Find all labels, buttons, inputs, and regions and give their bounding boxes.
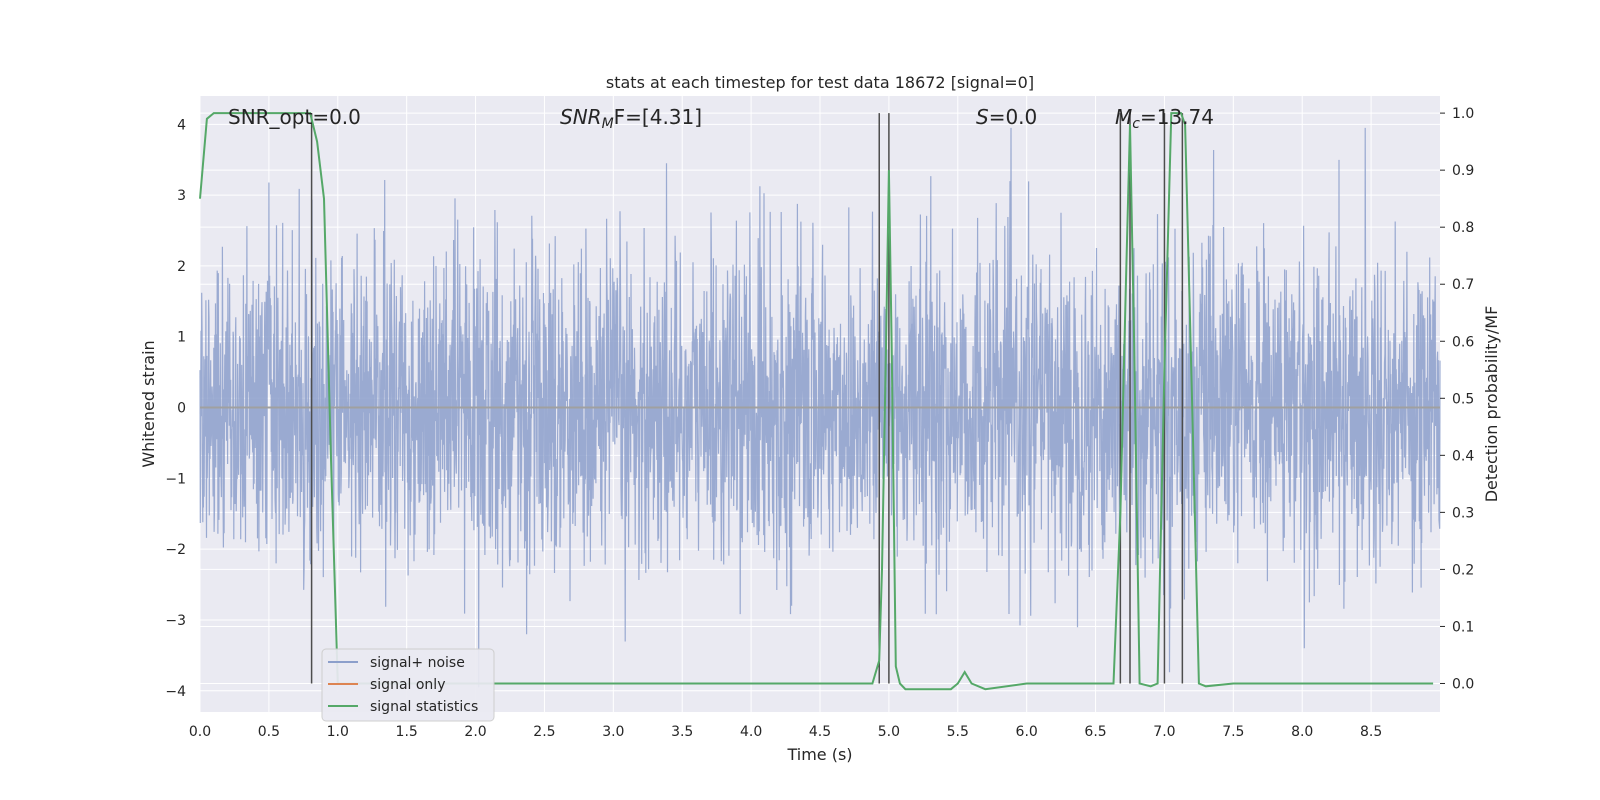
x-tick-label-10: 5.0 [878, 724, 900, 740]
y-right-tick-label-5: 0.5 [1452, 391, 1474, 407]
x-tick-label-13: 6.5 [1084, 724, 1106, 740]
annotation-snr-opt: SNR_opt=0.0 [228, 105, 361, 129]
legend-label-stats: signal statistics [370, 699, 478, 715]
series-signal-statistics [199, 112, 1434, 691]
annotation-snr-mf-value: F=[4.31] [614, 105, 702, 129]
x-tick-label-15: 7.5 [1222, 724, 1244, 740]
y-tick-label-6: 2 [177, 259, 186, 275]
annotation-mc-symbol: M [1115, 105, 1132, 129]
x-tick-label-17: 8.5 [1360, 724, 1382, 740]
x-tick-label-3: 1.5 [396, 724, 418, 740]
x-tick-label-11: 5.5 [947, 724, 969, 740]
x-tick-label-2: 1.0 [327, 724, 349, 740]
x-tick-label-0: 0.0 [189, 724, 211, 740]
y-right-tick-label-2: 0.2 [1452, 562, 1474, 578]
y-axis-right-ticks: 0.0 0.1 0.2 0.3 0.4 0.5 0.6 0.7 0.8 0.9 1.0 [1440, 106, 1474, 692]
x-axis-ticks: 0.0 0.5 1.0 1.5 2.0 2.5 3.0 3.5 4.0 4.5 5.0 5.5 6.0 6… [189, 724, 1382, 740]
y-right-tick-label-4: 0.4 [1452, 448, 1474, 464]
y-right-tick-label-6: 0.6 [1452, 334, 1474, 350]
x-tick-label-12: 6.0 [1016, 724, 1038, 740]
y-right-tick-label-8: 0.8 [1452, 220, 1474, 236]
legend-box [321, 648, 495, 722]
annotation-mc-value: =13.74 [1140, 105, 1214, 129]
y-right-tick-label-9: 0.9 [1452, 163, 1474, 179]
x-tick-label-5: 2.5 [533, 724, 555, 740]
y-right-tick-label-3: 0.3 [1452, 505, 1474, 521]
legend: signal+ noise signal only signal statist… [321, 648, 495, 722]
legend-label-noise: signal+ noise [370, 655, 465, 671]
annotation-mc: Mc=13.74 [1115, 105, 1214, 132]
y-right-tick-label-10: 1.0 [1452, 106, 1474, 122]
legend-label-signal: signal only [370, 677, 445, 693]
y-tick-label-1: −3 [165, 613, 186, 629]
series-signal-noise [199, 127, 1441, 688]
x-axis-label: Time (s) [786, 745, 852, 764]
x-tick-label-4: 2.0 [464, 724, 486, 740]
x-tick-label-7: 3.5 [671, 724, 693, 740]
x-tick-label-1: 0.5 [258, 724, 280, 740]
annotation-mc-subscript: c [1132, 116, 1140, 132]
annotation-snr-mf-symbol: SNR [560, 105, 602, 129]
y-tick-label-8: 4 [177, 117, 186, 133]
chart-title: stats at each timestep for test data 186… [606, 73, 1034, 92]
stats-trace [199, 112, 1434, 691]
y-tick-label-2: −2 [165, 542, 186, 558]
annotation-s-symbol: S [976, 105, 989, 129]
noise-trace [199, 127, 1441, 688]
x-tick-label-16: 8.0 [1291, 724, 1313, 740]
y-right-tick-label-1: 0.1 [1452, 619, 1474, 635]
y-right-tick-label-0: 0.0 [1452, 676, 1474, 692]
y-tick-label-5: 1 [177, 330, 186, 346]
x-tick-label-14: 7.0 [1153, 724, 1175, 740]
y-axis-ticks: −4 −3 −2 −1 0 1 2 3 4 [165, 117, 186, 699]
y-tick-label-7: 3 [177, 188, 186, 204]
x-tick-label-9: 4.5 [809, 724, 831, 740]
annotation-s: S=0.0 [976, 105, 1037, 129]
y-tick-label-4: 0 [177, 401, 186, 417]
x-tick-label-6: 3.0 [602, 724, 624, 740]
annotation-snr-mf: SNRMF=[4.31] [560, 105, 702, 132]
y-right-tick-label-7: 0.7 [1452, 277, 1474, 293]
annotation-s-value: =0.0 [989, 105, 1038, 129]
annotation-snr-mf-subscript: M [602, 116, 614, 132]
y-tick-label-0: −4 [165, 684, 186, 700]
y-tick-label-3: −1 [165, 471, 186, 487]
y-axis-label: Whitened strain [139, 340, 158, 467]
y-axis-right-label: Detection probability/MF [1482, 306, 1501, 503]
x-tick-label-8: 4.0 [740, 724, 762, 740]
